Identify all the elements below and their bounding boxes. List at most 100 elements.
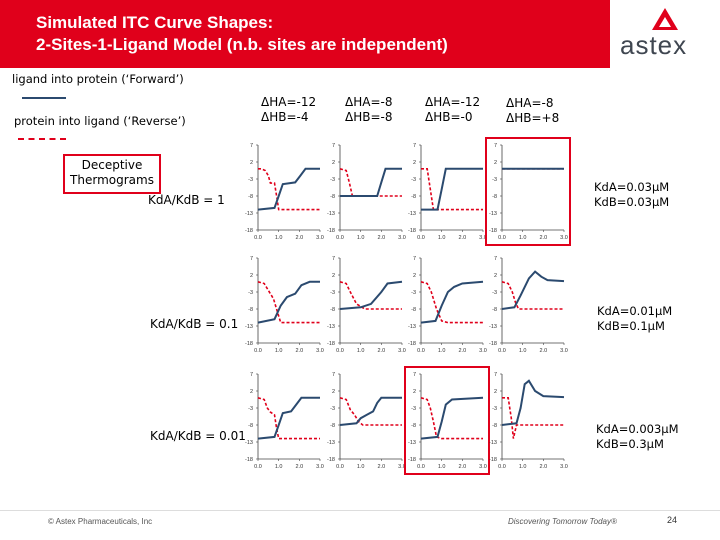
reverse-series-line: [502, 397, 564, 439]
row-ratio-3: KdA/KdB = 0.01: [150, 429, 246, 443]
column-1-ha: ΔHA=-12: [261, 95, 317, 109]
x-tick-label: 0.0: [498, 348, 506, 354]
row-3-kda: KdA=0.003μM: [596, 422, 679, 436]
y-tick-label: -8: [411, 194, 416, 200]
y-tick-label: -13: [489, 440, 497, 446]
forward-series-line: [420, 396, 484, 440]
y-tick-label: -8: [330, 194, 335, 200]
y-tick-label: -3: [492, 406, 497, 412]
x-tick-label: 1.0: [438, 348, 446, 354]
panel-r3-c3: 7 2 -3 -8 -13 -180.0 1.0 2.0 3.0: [404, 366, 490, 475]
row-3-kdb: KdB=0.3μM: [596, 437, 664, 451]
x-tick-label: 1.0: [357, 348, 365, 354]
y-tick-label: -8: [248, 194, 253, 200]
y-tick-label: -8: [492, 423, 497, 429]
legend-forward-label: ligand into protein (‘Forward’): [12, 72, 184, 86]
x-tick-label: 1.0: [519, 348, 527, 354]
x-tick-label: 1.0: [438, 464, 446, 470]
reverse-series-line: [421, 168, 483, 211]
x-tick-label: 0.0: [336, 348, 344, 354]
x-tick-label: 1.0: [438, 235, 446, 241]
column-2-ha: ΔHA=-8: [345, 95, 393, 109]
forward-series-line: [257, 167, 320, 211]
x-tick-label: 2.0: [540, 348, 548, 354]
x-tick-label: 0.0: [254, 464, 262, 470]
x-tick-label: 0.0: [254, 348, 262, 354]
y-tick-label: 7: [332, 143, 335, 149]
y-tick-label: -3: [411, 177, 416, 183]
y-tick-label: -8: [330, 423, 335, 429]
reverse-series-line: [257, 281, 320, 324]
x-tick-label: 1.0: [275, 464, 283, 470]
panel-r1-c1: 7 2 -3 -8 -13 -180.0 1.0 2.0 3.0: [245, 143, 324, 241]
x-tick-label: 0.0: [417, 348, 425, 354]
y-tick-label: -3: [248, 177, 253, 183]
column-4-hb: ΔHB=+8: [506, 111, 560, 125]
y-tick-label: -3: [248, 406, 253, 412]
y-tick-label: 7: [250, 256, 253, 262]
column-header-4: ΔHA=-8 ΔHB=+8: [506, 96, 559, 126]
highlight-frame: [404, 366, 490, 475]
y-tick-label: 2: [413, 160, 416, 166]
reverse-series-line: [420, 281, 483, 324]
row-ratio-1: KdA/KdB = 1: [148, 193, 225, 207]
x-tick-label: 3.0: [316, 235, 324, 241]
y-tick-label: -3: [411, 406, 416, 412]
panel-r2-c1: 7 2 -3 -8 -13 -180.0 1.0 2.0 3.0: [245, 256, 324, 354]
column-3-hb: ΔHB=-0: [425, 110, 473, 124]
y-tick-label: -13: [327, 211, 335, 217]
forward-series-line: [421, 167, 483, 211]
y-tick-label: -3: [330, 406, 335, 412]
y-tick-label: 7: [250, 372, 253, 378]
row-1-kd-values: KdA=0.03μM KdB=0.03μM: [594, 180, 669, 210]
panel-r3-c1: 7 2 -3 -8 -13 -180.0 1.0 2.0 3.0: [245, 372, 324, 470]
y-tick-label: 7: [494, 143, 497, 149]
x-tick-label: 3.0: [560, 348, 568, 354]
x-tick-label: 2.0: [296, 235, 304, 241]
astex-logo-icon: [652, 8, 678, 30]
y-tick-label: -8: [330, 307, 335, 313]
slide-title-line-2: 2-Sites-1-Ligand Model (n.b. sites are i…: [36, 35, 448, 54]
y-tick-label: -18: [489, 341, 497, 347]
legend-reverse-label: protein into ligand (‘Reverse’): [14, 114, 186, 128]
x-tick-label: 2.0: [378, 235, 386, 241]
y-tick-label: 7: [332, 372, 335, 378]
panel-r2-c4: 7 2 -3 -8 -13 -180.0 1.0 2.0 3.0: [489, 256, 568, 354]
deceptive-thermograms-label: Deceptive Thermograms: [65, 158, 159, 188]
panel-r2-c3: 7 2 -3 -8 -13 -180.0 1.0 2.0 3.0: [408, 256, 487, 354]
y-tick-label: -3: [330, 290, 335, 296]
x-tick-label: 0.0: [417, 464, 425, 470]
y-tick-label: -3: [411, 290, 416, 296]
y-tick-label: 2: [332, 389, 335, 395]
panel-r3-c4: 7 2 -3 -8 -13 -180.0 1.0 2.0 3.0: [489, 372, 568, 470]
forward-series-line: [339, 280, 403, 310]
x-tick-label: 2.0: [459, 348, 467, 354]
x-tick-label: 2.0: [378, 464, 386, 470]
row-3-kd-values: KdA=0.003μM KdB=0.3μM: [596, 422, 679, 452]
y-tick-label: -13: [489, 211, 497, 217]
y-tick-label: -13: [245, 211, 253, 217]
x-tick-label: 3.0: [316, 348, 324, 354]
y-tick-label: 7: [494, 256, 497, 262]
x-tick-label: 0.0: [417, 235, 425, 241]
y-tick-label: 2: [332, 160, 335, 166]
y-tick-label: 7: [413, 372, 416, 378]
y-tick-label: -18: [245, 457, 253, 463]
x-tick-label: 2.0: [459, 235, 467, 241]
deceptive-thermograms-box: Deceptive Thermograms: [63, 154, 161, 194]
x-tick-label: 2.0: [540, 464, 548, 470]
x-tick-label: 3.0: [479, 235, 487, 241]
y-tick-label: -13: [489, 324, 497, 330]
row-2-kdb: KdB=0.1μM: [597, 319, 665, 333]
y-tick-label: -13: [408, 440, 416, 446]
y-tick-label: 7: [413, 143, 416, 149]
x-tick-label: 2.0: [296, 464, 304, 470]
x-tick-label: 3.0: [479, 464, 487, 470]
y-tick-label: 2: [494, 389, 497, 395]
reverse-series-line: [420, 397, 483, 440]
forward-series-line: [501, 379, 565, 426]
y-tick-label: -13: [327, 324, 335, 330]
x-tick-label: 2.0: [296, 348, 304, 354]
y-tick-label: -13: [408, 324, 416, 330]
y-tick-label: -18: [245, 341, 253, 347]
